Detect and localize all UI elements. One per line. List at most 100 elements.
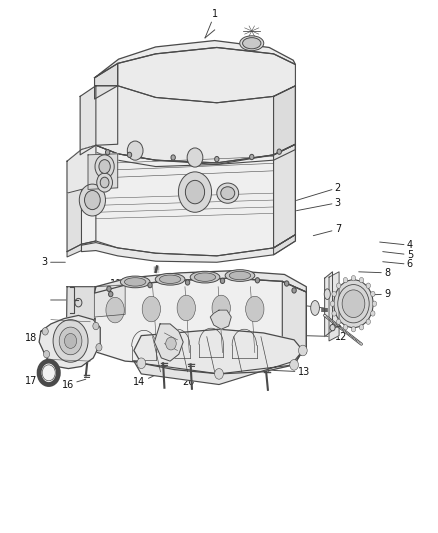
Ellipse shape [42, 365, 55, 381]
Circle shape [215, 368, 223, 379]
Ellipse shape [120, 276, 150, 288]
Circle shape [285, 281, 289, 286]
Circle shape [292, 288, 296, 293]
Circle shape [64, 334, 77, 349]
Text: 20: 20 [182, 372, 194, 387]
Ellipse shape [229, 271, 251, 280]
Polygon shape [274, 86, 295, 155]
Ellipse shape [336, 283, 341, 288]
Circle shape [215, 157, 219, 162]
Ellipse shape [190, 271, 220, 283]
Ellipse shape [359, 278, 364, 283]
Ellipse shape [342, 290, 365, 318]
Polygon shape [154, 324, 183, 361]
Circle shape [171, 155, 175, 160]
Text: 18: 18 [25, 333, 41, 343]
Circle shape [220, 278, 225, 284]
Polygon shape [210, 310, 231, 329]
Text: 11: 11 [231, 310, 262, 320]
Polygon shape [95, 41, 295, 78]
Polygon shape [118, 47, 295, 103]
Ellipse shape [221, 187, 235, 199]
Ellipse shape [217, 183, 239, 203]
Polygon shape [274, 144, 295, 248]
Polygon shape [274, 235, 295, 255]
Circle shape [42, 328, 48, 335]
Ellipse shape [332, 311, 336, 316]
Text: 1: 1 [205, 9, 218, 38]
Ellipse shape [372, 301, 377, 306]
Text: 3: 3 [42, 257, 65, 267]
Circle shape [277, 149, 282, 155]
Circle shape [43, 351, 49, 358]
Polygon shape [80, 144, 295, 166]
Circle shape [250, 155, 254, 160]
Polygon shape [66, 287, 96, 353]
Ellipse shape [366, 319, 371, 325]
Circle shape [330, 325, 335, 331]
Ellipse shape [212, 295, 230, 321]
Ellipse shape [338, 285, 369, 323]
Circle shape [93, 322, 99, 330]
Ellipse shape [371, 292, 375, 296]
Polygon shape [95, 271, 306, 293]
Circle shape [95, 155, 114, 178]
Text: 16: 16 [62, 379, 86, 390]
Circle shape [59, 327, 82, 355]
Circle shape [99, 160, 110, 173]
Ellipse shape [177, 295, 195, 321]
Text: 15: 15 [133, 342, 163, 356]
Polygon shape [95, 278, 306, 368]
Ellipse shape [324, 289, 330, 300]
Ellipse shape [359, 325, 364, 330]
Circle shape [185, 280, 190, 285]
Ellipse shape [343, 325, 348, 330]
Text: 8: 8 [359, 268, 390, 278]
Circle shape [109, 292, 113, 297]
Ellipse shape [332, 292, 336, 296]
Ellipse shape [124, 278, 146, 286]
Ellipse shape [330, 301, 335, 306]
Ellipse shape [106, 297, 124, 323]
Ellipse shape [366, 283, 371, 288]
Polygon shape [329, 272, 339, 341]
Polygon shape [67, 146, 96, 252]
Text: 6: 6 [383, 260, 413, 269]
Text: 21: 21 [127, 170, 152, 182]
Circle shape [185, 180, 205, 204]
Text: 17: 17 [25, 375, 41, 386]
Text: 4: 4 [380, 240, 413, 250]
Text: 3: 3 [261, 198, 341, 217]
Circle shape [96, 344, 102, 351]
Circle shape [97, 173, 113, 192]
Ellipse shape [334, 280, 373, 328]
Polygon shape [81, 144, 295, 256]
Circle shape [166, 337, 176, 350]
Ellipse shape [243, 38, 261, 49]
Polygon shape [80, 86, 118, 155]
Ellipse shape [240, 36, 264, 51]
Circle shape [127, 152, 132, 158]
Polygon shape [95, 63, 118, 99]
Ellipse shape [142, 296, 160, 322]
Circle shape [137, 358, 146, 368]
Circle shape [255, 278, 260, 283]
Text: 5: 5 [383, 250, 413, 260]
Circle shape [100, 177, 109, 188]
Polygon shape [39, 316, 100, 368]
Ellipse shape [336, 319, 341, 325]
Ellipse shape [155, 273, 185, 285]
Text: 12: 12 [302, 332, 347, 342]
Text: 9: 9 [350, 289, 390, 299]
Ellipse shape [371, 311, 375, 316]
Ellipse shape [343, 278, 348, 283]
Circle shape [298, 345, 307, 356]
Ellipse shape [351, 276, 356, 281]
Polygon shape [67, 244, 81, 257]
Circle shape [187, 148, 203, 167]
Ellipse shape [311, 301, 319, 316]
Circle shape [107, 286, 111, 292]
Ellipse shape [194, 273, 216, 281]
Circle shape [290, 360, 298, 370]
Text: 10: 10 [306, 305, 347, 315]
